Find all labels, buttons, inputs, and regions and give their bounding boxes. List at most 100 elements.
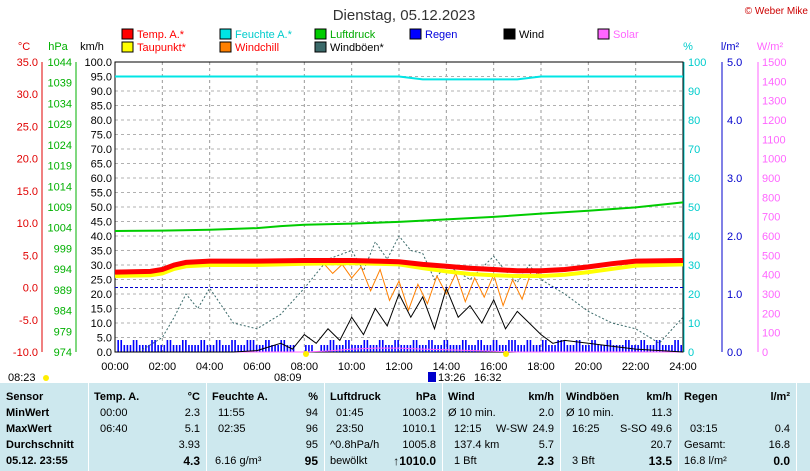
axis-tick-label: 1009	[48, 202, 72, 214]
temp-avg: 3.93	[178, 439, 200, 451]
rain-bar	[415, 340, 418, 352]
axis-tick-label: 0.0	[23, 283, 38, 295]
axis-tick-label: 90.0	[91, 86, 112, 98]
rain-bar	[563, 340, 566, 352]
gust-current: 13.5	[648, 454, 672, 468]
rain-bar	[286, 345, 289, 352]
x-tick-label: 18:00	[527, 361, 555, 373]
rain-bar	[351, 345, 353, 352]
rain-bar	[194, 345, 196, 352]
axis-tick-label: 1.0	[727, 289, 742, 301]
gust-max-dir: S-SO	[620, 423, 647, 435]
axis-tick-label: 1500	[762, 57, 786, 69]
rain-bar	[212, 345, 215, 352]
axis-tick-label: 100	[688, 57, 706, 69]
series-line	[115, 75, 683, 81]
rain-bar	[148, 345, 150, 352]
series-line	[114, 261, 684, 278]
legend-swatch	[409, 28, 422, 40]
rain-bar	[560, 340, 563, 352]
rain-bar	[428, 340, 430, 352]
sun-icon	[43, 375, 49, 381]
rain-total-extra: 16.8 l/m²	[684, 455, 727, 467]
rain-bar	[471, 345, 473, 352]
rain-bar	[637, 345, 639, 352]
axis-tick-label: 984	[54, 306, 72, 318]
rain-bar	[175, 345, 178, 352]
x-tick-label: 06:00	[243, 361, 271, 373]
rain-bar	[501, 345, 504, 352]
wind-bft: 1 Bft	[454, 455, 477, 467]
rain-unit: l/m²	[770, 391, 790, 403]
rain-bar	[320, 345, 323, 352]
axis-tick-label: 1300	[762, 96, 786, 108]
weather-chart: Temp. A.* Feuchte A.* Luftdruck Regen Wind So…	[8, 6, 808, 383]
gust-avg10: 11.3	[651, 407, 672, 419]
axis-tick-label: 800	[762, 192, 780, 204]
rain-bar	[532, 345, 535, 352]
rain-bar	[575, 340, 578, 352]
weather-status: bewölkt	[330, 455, 368, 467]
marker-label: 08:23	[8, 372, 36, 383]
axis-unit: hPa	[48, 41, 68, 53]
rain-current: 0.0	[773, 454, 790, 468]
rain-bar	[680, 345, 682, 352]
axis-tick-label: 4.0	[727, 115, 742, 127]
rain-bar	[646, 345, 649, 352]
axis-tick-label: 75.0	[91, 130, 112, 142]
axis-tick-label: 30.0	[17, 89, 38, 101]
axis-tick-label: 25.0	[91, 275, 112, 287]
rain-bar	[640, 340, 642, 352]
rain-bar	[123, 345, 126, 352]
axis-unit: km/h	[80, 41, 104, 53]
rain-bar	[480, 340, 483, 352]
gust-max-time: 16:25	[572, 423, 600, 435]
rain-bar	[218, 340, 221, 352]
rain-bar	[381, 340, 384, 352]
legend-label: Wind	[519, 29, 544, 41]
pressure-min: 1003.2	[402, 407, 436, 419]
rain-bar	[603, 345, 606, 352]
axis-tick-label: 45.0	[91, 217, 112, 229]
axis-tick-label: 70.0	[91, 144, 112, 156]
legend-label: Luftdruck	[330, 29, 376, 41]
rain-bar	[397, 340, 399, 352]
temp-min-time: 00:00	[100, 407, 128, 419]
rain-bar	[569, 345, 572, 352]
axis-tick-label: 10.0	[91, 318, 112, 330]
rain-bar	[652, 345, 655, 352]
rain-bar	[138, 345, 141, 352]
rain-bar	[529, 340, 532, 352]
humidity-min: 94	[305, 407, 318, 419]
axis-tick-label: 60.0	[91, 173, 112, 185]
rain-bar	[455, 345, 458, 352]
humidity-avg: 95	[305, 439, 318, 451]
rain-bar	[228, 345, 230, 352]
rain-bar	[341, 345, 344, 352]
rain-bar	[443, 340, 446, 352]
humidity-current: 95	[304, 454, 318, 468]
rain-bar	[237, 345, 239, 352]
rain-bar	[169, 340, 172, 352]
rain-bar	[591, 340, 593, 352]
x-tick-label: 24:00	[669, 361, 697, 373]
rain-column: Regen l/m² 03:15 0.4 Gesamt: 16.8 16.8 l…	[684, 383, 790, 471]
axis-tick-label: 10	[688, 318, 700, 330]
legend-label: Windchill	[235, 42, 279, 54]
humidity-column: Feuchte A. % 11:55 94 02:35 96 95 6.16 g…	[212, 383, 318, 471]
pressure-unit: hPa	[415, 391, 436, 403]
rain-bar	[557, 340, 559, 352]
wind-max-time: 12:15	[454, 423, 482, 435]
rain-bar	[203, 340, 206, 352]
marker-label: 13:26	[438, 372, 466, 383]
pressure-avg: 1005.8	[402, 439, 436, 451]
x-tick-label: 12:00	[385, 361, 413, 373]
current-datetime: 05.12. 23:55	[6, 455, 68, 467]
axis-tick-label: 25.0	[17, 121, 38, 133]
axis-tick-label: 20	[688, 289, 700, 301]
wind-avg: 5.7	[538, 439, 554, 451]
legend-swatch	[597, 28, 610, 40]
rain-bar	[378, 340, 381, 352]
rain-bar	[274, 345, 276, 352]
rain-bar	[181, 340, 184, 352]
